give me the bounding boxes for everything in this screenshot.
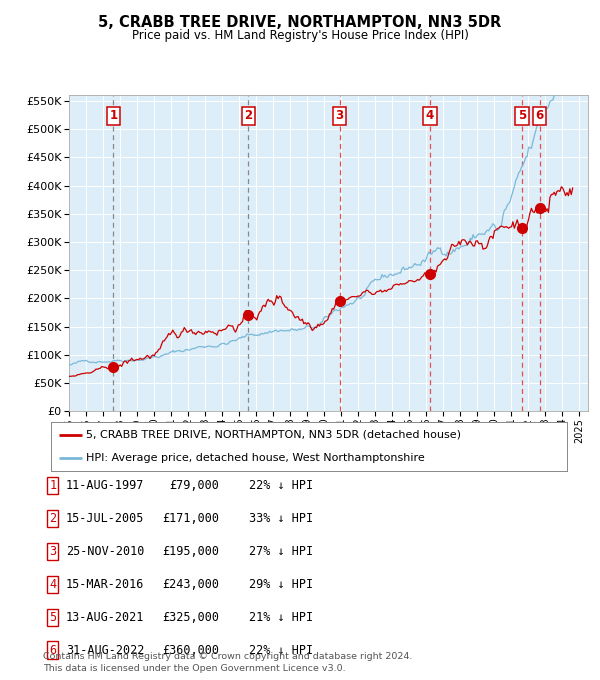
Text: 21% ↓ HPI: 21% ↓ HPI <box>249 611 313 624</box>
Text: 22% ↓ HPI: 22% ↓ HPI <box>249 643 313 657</box>
Text: 4: 4 <box>49 578 56 591</box>
Text: 4: 4 <box>426 109 434 122</box>
Text: 22% ↓ HPI: 22% ↓ HPI <box>249 479 313 492</box>
Text: 2: 2 <box>49 511 56 525</box>
Text: HPI: Average price, detached house, West Northamptonshire: HPI: Average price, detached house, West… <box>86 454 425 463</box>
Text: 29% ↓ HPI: 29% ↓ HPI <box>249 578 313 591</box>
Text: 1: 1 <box>49 479 56 492</box>
Text: 33% ↓ HPI: 33% ↓ HPI <box>249 511 313 525</box>
Text: 3: 3 <box>335 109 344 122</box>
Text: 13-AUG-2021: 13-AUG-2021 <box>66 611 144 624</box>
Text: 27% ↓ HPI: 27% ↓ HPI <box>249 545 313 558</box>
Text: 5, CRABB TREE DRIVE, NORTHAMPTON, NN3 5DR (detached house): 5, CRABB TREE DRIVE, NORTHAMPTON, NN3 5D… <box>86 430 461 440</box>
Text: 1: 1 <box>109 109 118 122</box>
Text: 5: 5 <box>518 109 526 122</box>
Text: £171,000: £171,000 <box>162 511 219 525</box>
Text: This data is licensed under the Open Government Licence v3.0.: This data is licensed under the Open Gov… <box>43 664 346 673</box>
Text: £79,000: £79,000 <box>169 479 219 492</box>
Text: Price paid vs. HM Land Registry's House Price Index (HPI): Price paid vs. HM Land Registry's House … <box>131 29 469 41</box>
Text: 5, CRABB TREE DRIVE, NORTHAMPTON, NN3 5DR: 5, CRABB TREE DRIVE, NORTHAMPTON, NN3 5D… <box>98 15 502 30</box>
Text: 25-NOV-2010: 25-NOV-2010 <box>66 545 144 558</box>
Text: 3: 3 <box>49 545 56 558</box>
Text: £243,000: £243,000 <box>162 578 219 591</box>
Text: £195,000: £195,000 <box>162 545 219 558</box>
Text: 15-MAR-2016: 15-MAR-2016 <box>66 578 144 591</box>
Text: 2: 2 <box>244 109 253 122</box>
Text: 6: 6 <box>536 109 544 122</box>
Text: 31-AUG-2022: 31-AUG-2022 <box>66 643 144 657</box>
Text: 6: 6 <box>49 643 56 657</box>
Text: £360,000: £360,000 <box>162 643 219 657</box>
Text: 5: 5 <box>49 611 56 624</box>
Text: 15-JUL-2005: 15-JUL-2005 <box>66 511 144 525</box>
Text: 11-AUG-1997: 11-AUG-1997 <box>66 479 144 492</box>
Text: £325,000: £325,000 <box>162 611 219 624</box>
Text: Contains HM Land Registry data © Crown copyright and database right 2024.: Contains HM Land Registry data © Crown c… <box>43 652 413 661</box>
